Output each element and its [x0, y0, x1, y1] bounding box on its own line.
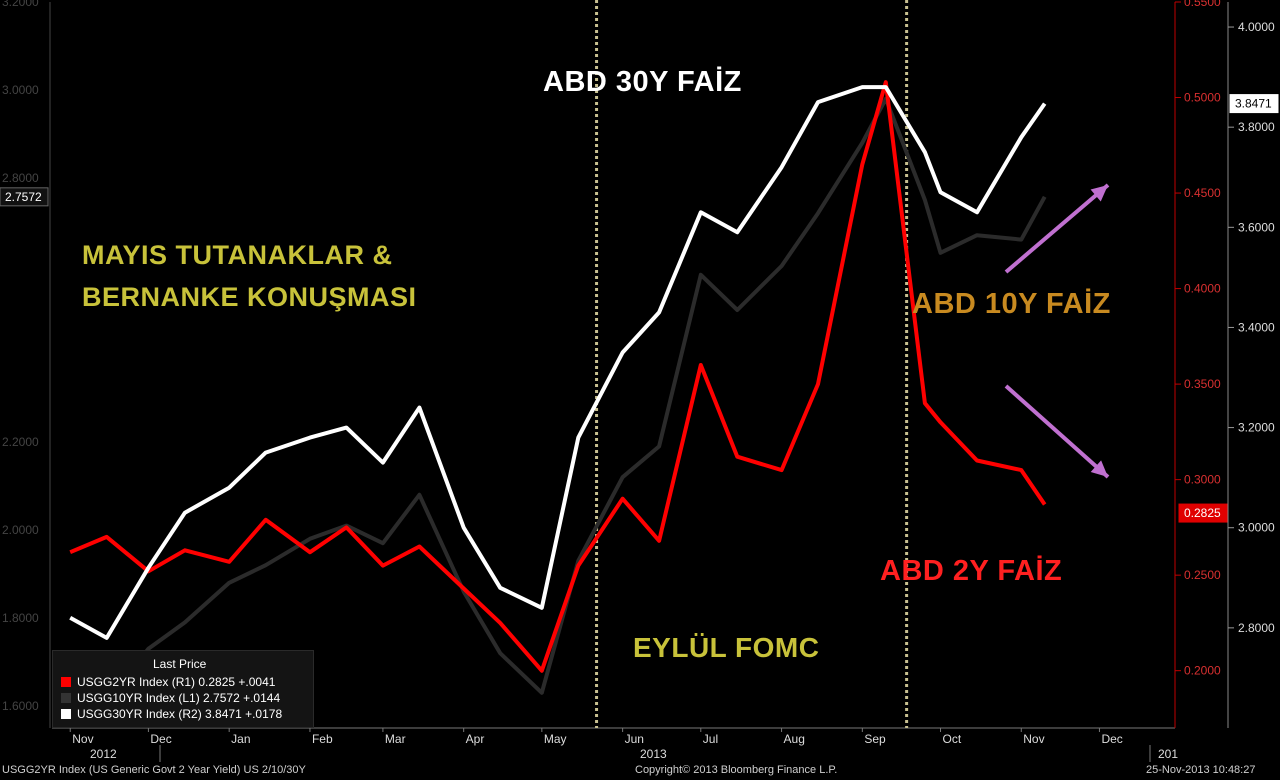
last-30y-tag: 3.8471 [1235, 97, 1272, 111]
annotation-2y: ABD 2Y FAİZ [880, 555, 1063, 587]
last-2y-tag: 0.2825 [1184, 506, 1221, 520]
month-label: Nov [1023, 732, 1044, 746]
month-label: Nov [72, 732, 93, 746]
r2-tick-label: 3.4000 [1238, 320, 1275, 334]
r1-tick-label: 0.4500 [1184, 186, 1221, 200]
annotation-fomc: EYLÜL FOMC [633, 632, 820, 663]
r2-tick-label: 3.8000 [1238, 120, 1275, 134]
legend-title: Last Price [153, 657, 207, 671]
last-10y-tag: 2.7572 [5, 190, 42, 204]
year-label: 2013 [640, 747, 667, 761]
legend-row-10y: USGG10YR Index (L1) 2.7572 +.0144 [61, 691, 311, 705]
last-30y-tag-box [1229, 94, 1279, 114]
month-label: Oct [942, 732, 961, 746]
month-label: Sep [864, 732, 886, 746]
left-tick-label: 2.8000 [2, 171, 39, 185]
r1-tick-label: 0.4000 [1184, 282, 1221, 296]
annotation-30y: ABD 30Y FAİZ [543, 66, 742, 98]
month-label: Jun [625, 732, 644, 746]
annotation-10y: ABD 10Y FAİZ [912, 288, 1111, 320]
r1-tick-label: 0.2000 [1184, 664, 1221, 678]
month-label: May [544, 732, 567, 746]
left-tick-label: 1.8000 [2, 611, 39, 625]
r2-tick-label: 3.0000 [1238, 521, 1275, 535]
left-tick-label: 3.0000 [2, 83, 39, 97]
series-30y-line [69, 85, 1047, 640]
r2-tick-label: 2.8000 [1238, 621, 1275, 635]
r1-tick-label: 0.5500 [1184, 0, 1221, 9]
month-label: Apr [466, 732, 485, 746]
last-10y-tag-box [0, 187, 49, 207]
month-label: Mar [385, 732, 406, 746]
month-label: Jul [703, 732, 718, 746]
month-label: Feb [312, 732, 333, 746]
month-label: Dec [1101, 732, 1122, 746]
r2-tick-label: 3.6000 [1238, 220, 1275, 234]
left-tick-label: 3.2000 [2, 0, 39, 9]
year-label: 2012 [90, 747, 117, 761]
r1-tick-label: 0.3500 [1184, 377, 1221, 391]
r1-tick-label: 0.3000 [1184, 473, 1221, 487]
r1-tick-label: 0.2500 [1184, 568, 1221, 582]
arrow-down-head [1090, 460, 1108, 477]
footer-center: Copyright© 2013 Bloomberg Finance L.P. [635, 764, 838, 776]
arrow-up-head [1090, 185, 1108, 202]
arrow-down [1004, 384, 1110, 479]
annotation-may-line2: BERNANKE KONUŞMASI [82, 282, 417, 312]
month-label: Jan [231, 732, 250, 746]
last-2y-tag-box [1178, 503, 1228, 523]
series-2y-line [69, 80, 1047, 673]
series-10y-line [69, 96, 1047, 704]
r1-tick-label: 0.5000 [1184, 91, 1221, 105]
month-label: Dec [150, 732, 171, 746]
left-tick-label: 1.6000 [2, 699, 39, 713]
plot-area [52, 2, 1175, 728]
r2-tick-label: 4.0000 [1238, 20, 1275, 34]
r2-tick-label: 3.2000 [1238, 421, 1275, 435]
year-label: 201 [1158, 747, 1178, 761]
annotation-may-line1: MAYIS TUTANAKLAR & [82, 240, 393, 270]
left-tick-label: 2.0000 [2, 523, 39, 537]
footer-left: USGG2YR Index (US Generic Govt 2 Year Yi… [2, 764, 306, 776]
left-tick-label: 2.2000 [2, 435, 39, 449]
footer-right: 25-Nov-2013 10:48:27 [1146, 764, 1256, 776]
month-label: Aug [784, 732, 805, 746]
legend-row-30y: USGG30YR Index (R2) 3.8471 +.0178 [61, 707, 311, 721]
legend-row-2y: USGG2YR Index (R1) 0.2825 +.0041 [61, 675, 311, 689]
legend: Last Price USGG2YR Index (R1) 0.2825 +.0… [52, 650, 314, 728]
arrow-up [1004, 183, 1110, 274]
